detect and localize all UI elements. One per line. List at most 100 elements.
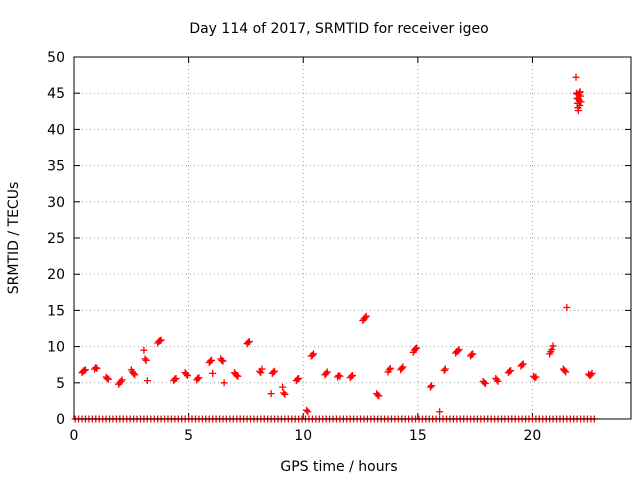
data-point (258, 365, 266, 373)
x-tick-label: 10 (294, 428, 312, 444)
data-point (347, 372, 355, 380)
x-tick-label: 0 (70, 428, 79, 444)
data-point (385, 366, 393, 374)
data-point (157, 336, 165, 344)
data-points (71, 73, 598, 423)
data-point (574, 95, 582, 103)
data-point (182, 370, 190, 378)
data-point (436, 408, 444, 416)
data-point (587, 371, 595, 379)
data-point (195, 374, 203, 382)
data-point (303, 406, 311, 414)
data-point (386, 364, 394, 372)
data-point (103, 374, 111, 382)
data-point (142, 356, 150, 364)
data-point (234, 372, 242, 380)
data-point (143, 377, 151, 385)
y-tick-label: 35 (47, 159, 65, 175)
data-point (281, 390, 289, 398)
data-point (506, 367, 514, 375)
data-point (172, 374, 180, 382)
data-point (194, 374, 202, 382)
data-point (374, 391, 382, 399)
plot-frame (73, 56, 632, 420)
x-axis-label: GPS time / hours (280, 459, 397, 475)
chart-title: Day 114 of 2017, SRMTID for receiver ige… (189, 21, 488, 37)
data-point (532, 373, 540, 381)
data-point (118, 376, 126, 384)
data-point (336, 372, 344, 380)
data-point (269, 368, 277, 376)
data-point (280, 389, 288, 397)
data-point (480, 379, 488, 387)
data-point (563, 304, 571, 312)
data-point (156, 337, 164, 345)
data-point (130, 369, 138, 377)
data-point (208, 356, 216, 364)
data-point (375, 392, 383, 400)
data-point (412, 345, 420, 353)
data-point (183, 372, 191, 380)
data-point (81, 366, 89, 374)
data-point (131, 371, 139, 379)
data-point (308, 351, 316, 359)
data-point (413, 344, 421, 352)
y-tick-label: 15 (47, 303, 65, 319)
y-tick-label: 40 (47, 122, 65, 138)
data-point (562, 368, 570, 376)
data-point (362, 312, 370, 320)
data-point (576, 102, 584, 110)
data-point (428, 382, 436, 390)
data-point (219, 357, 227, 365)
data-point (218, 356, 226, 364)
data-point (349, 372, 356, 380)
data-point (399, 363, 407, 371)
y-tick-label: 25 (47, 231, 65, 247)
axis-ticks (73, 56, 631, 420)
data-point (104, 375, 112, 383)
x-tick-label: 20 (524, 428, 542, 444)
data-point (93, 364, 101, 372)
data-point (335, 372, 343, 380)
data-point (531, 374, 539, 382)
x-tick-label: 15 (409, 428, 427, 444)
data-point (469, 350, 477, 358)
data-point (561, 366, 569, 374)
data-point (398, 364, 406, 372)
data-point (426, 383, 434, 391)
data-point (293, 375, 301, 383)
data-point (279, 383, 287, 391)
data-point (271, 367, 279, 375)
data-point (220, 379, 228, 387)
data-point (455, 345, 463, 353)
y-tick-label: 10 (47, 340, 65, 356)
data-point (233, 372, 241, 380)
y-tick-label: 30 (47, 195, 65, 211)
data-point (245, 338, 253, 346)
data-point (80, 366, 88, 374)
data-point (171, 375, 179, 383)
data-point (257, 369, 265, 377)
data-point (441, 365, 449, 373)
data-point (141, 355, 149, 363)
data-point (322, 369, 330, 377)
data-point (507, 366, 515, 374)
data-point (295, 374, 303, 382)
data-point (588, 369, 596, 377)
data-point (468, 351, 476, 359)
y-tick-label: 0 (56, 412, 65, 428)
data-point (493, 376, 501, 384)
data-point (267, 390, 275, 398)
data-point (575, 88, 583, 96)
data-point (454, 347, 462, 355)
y-tick-label: 5 (56, 376, 65, 392)
data-point (518, 361, 526, 369)
data-point (209, 369, 217, 377)
data-point (92, 364, 100, 372)
y-tick-label: 45 (47, 86, 65, 102)
data-point (206, 357, 214, 365)
data-point (572, 73, 580, 81)
y-axis-label: SRMTID / TECUs (6, 182, 22, 295)
data-point (519, 360, 527, 368)
